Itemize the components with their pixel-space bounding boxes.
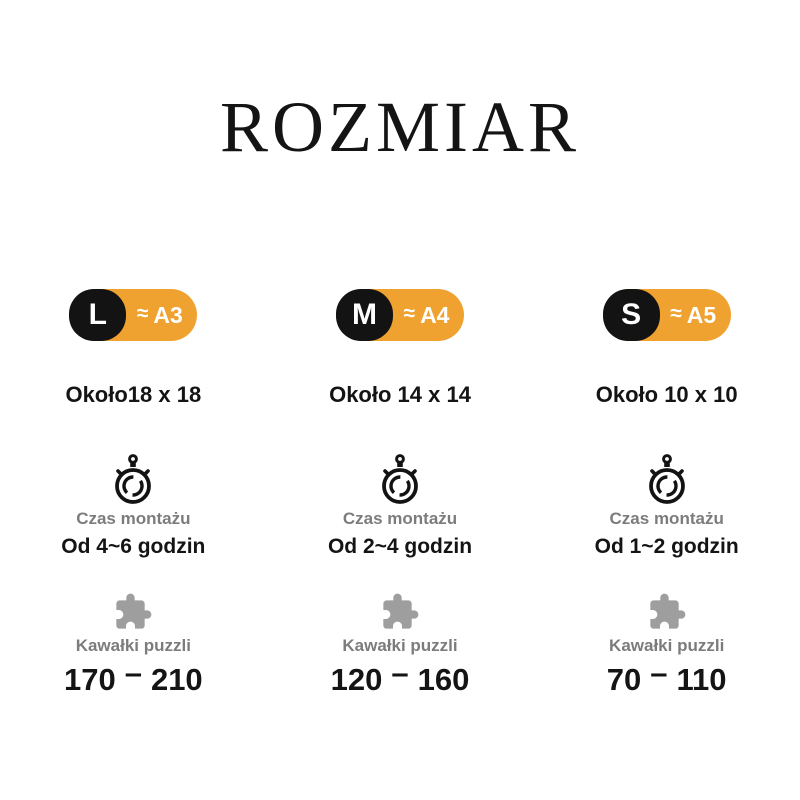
puzzle-piece-icon xyxy=(116,593,152,629)
size-badge-medium: M ≈ A4 xyxy=(336,289,464,342)
size-badge-small: S ≈ A5 xyxy=(602,289,731,342)
puzzle-piece-icon xyxy=(383,593,419,629)
dimensions-text: Około 10 x 10 xyxy=(595,382,738,408)
size-chart-infographic: ROZMIAR L ≈ A3 Około18 x 18 Czas montażu… xyxy=(0,87,800,800)
approx-symbol: ≈ xyxy=(136,302,149,326)
assembly-time-value: Od 2~4 godzin xyxy=(327,535,473,559)
approx-symbol: ≈ xyxy=(670,302,682,326)
stopwatch-icon xyxy=(115,453,152,505)
paper-equivalent: ≈ A4 xyxy=(393,302,464,329)
assembly-time-value: Od 4~6 godzin xyxy=(61,535,206,559)
paper-size-label: A5 xyxy=(686,301,717,328)
dimensions-text: Około 14 x 14 xyxy=(329,382,471,408)
assembly-time-label: Czas montażu xyxy=(609,509,724,529)
range-dash: – xyxy=(124,655,142,691)
pieces-range: 120 – 160 xyxy=(330,655,470,698)
size-column-medium: M ≈ A4 Około 14 x 14 Czas montażu Od 2~4… xyxy=(267,289,534,698)
pieces-max: 210 xyxy=(150,662,203,698)
assembly-time-label: Czas montażu xyxy=(342,509,458,529)
page-title: ROZMIAR xyxy=(219,87,580,167)
pieces-max: 110 xyxy=(676,662,727,698)
pieces-label: Kawałki puzzli xyxy=(75,636,191,656)
stopwatch-icon xyxy=(382,453,418,505)
pieces-label: Kawałki puzzli xyxy=(609,636,725,656)
size-badge-large: L ≈ A3 xyxy=(69,289,198,342)
size-columns: L ≈ A3 Około18 x 18 Czas montażu Od 4~6 … xyxy=(0,289,800,698)
size-column-large: L ≈ A3 Około18 x 18 Czas montażu Od 4~6 … xyxy=(0,289,267,698)
assembly-time-label: Czas montażu xyxy=(76,509,191,529)
dimensions-text: Około18 x 18 xyxy=(65,382,202,408)
assembly-time-value: Od 1~2 godzin xyxy=(594,535,739,559)
pieces-range: 170 – 210 xyxy=(63,655,203,698)
size-letter: L xyxy=(69,289,127,342)
puzzle-piece-icon xyxy=(650,593,686,629)
pieces-label: Kawałki puzzli xyxy=(342,636,458,656)
size-letter: M xyxy=(336,289,393,342)
pieces-max: 160 xyxy=(417,662,470,698)
range-dash: – xyxy=(650,655,668,691)
pieces-range: 70 – 110 xyxy=(606,655,727,698)
pieces-min: 170 xyxy=(63,662,116,698)
stopwatch-icon xyxy=(648,453,685,505)
paper-equivalent: ≈ A5 xyxy=(660,302,731,329)
range-dash: – xyxy=(391,655,409,691)
size-column-small: S ≈ A5 Około 10 x 10 Czas montażu Od 1~2… xyxy=(533,289,800,698)
paper-size-label: A4 xyxy=(420,301,450,328)
pieces-min: 70 xyxy=(606,662,642,698)
paper-equivalent: ≈ A3 xyxy=(126,302,197,329)
paper-size-label: A3 xyxy=(153,301,183,328)
size-letter: S xyxy=(602,289,660,342)
pieces-min: 120 xyxy=(330,662,383,698)
approx-symbol: ≈ xyxy=(403,302,416,326)
